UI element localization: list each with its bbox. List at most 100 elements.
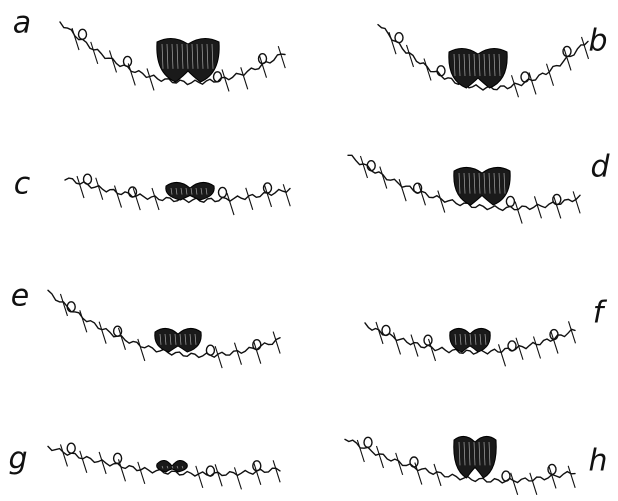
tick	[572, 191, 581, 214]
hatch	[483, 53, 486, 77]
tick	[567, 465, 576, 488]
tick	[414, 462, 423, 485]
tick	[375, 321, 384, 345]
hatch	[498, 172, 501, 194]
hatch	[184, 333, 187, 345]
loop	[412, 182, 423, 194]
tick	[233, 467, 242, 490]
tick	[233, 342, 242, 365]
loop	[66, 301, 76, 313]
hatch	[483, 441, 486, 466]
hatch	[478, 172, 481, 194]
hatch	[180, 187, 183, 195]
specimen-body	[453, 167, 511, 206]
tick	[510, 472, 519, 495]
loop	[505, 195, 516, 208]
loop	[127, 186, 138, 198]
panel-label: a	[13, 6, 31, 41]
hatch	[458, 53, 461, 77]
hatch	[454, 333, 457, 345]
hatch	[185, 187, 188, 195]
loop	[549, 328, 559, 341]
hatch	[493, 53, 496, 77]
tick	[240, 67, 249, 90]
tick	[379, 166, 388, 189]
loop	[112, 325, 123, 337]
hatch	[493, 172, 496, 194]
panel-label: b	[588, 24, 607, 59]
loop	[122, 55, 133, 68]
loop	[501, 470, 511, 482]
tick	[510, 75, 520, 98]
tick	[567, 321, 577, 344]
loop	[252, 338, 262, 351]
hatch	[176, 465, 179, 469]
hatch	[458, 172, 461, 194]
specimen-curve	[347, 154, 581, 212]
loop	[552, 193, 562, 206]
loop	[262, 182, 273, 194]
tick	[258, 55, 268, 78]
tick	[272, 331, 281, 354]
tick	[427, 338, 437, 362]
hatch	[174, 333, 177, 345]
loop	[562, 45, 572, 58]
hatch	[164, 333, 167, 345]
hatch	[190, 187, 193, 195]
tick	[79, 310, 88, 333]
hatch	[473, 172, 476, 194]
tick	[59, 444, 68, 467]
loop	[409, 456, 419, 468]
tick	[392, 332, 402, 355]
loop	[363, 436, 373, 449]
tick	[98, 321, 107, 344]
tick	[356, 439, 365, 463]
hatch	[200, 187, 203, 195]
loop	[394, 31, 404, 44]
hatch	[211, 43, 214, 69]
tick	[282, 184, 291, 207]
hatch	[159, 333, 162, 345]
loop	[381, 324, 391, 337]
panel-label: d	[590, 150, 610, 185]
tick	[417, 183, 426, 206]
tick	[529, 472, 538, 495]
hatch	[488, 441, 491, 466]
hatch	[171, 465, 174, 469]
tick	[423, 58, 432, 81]
hatch	[189, 333, 192, 345]
hatch	[503, 172, 506, 194]
hatch	[483, 172, 486, 194]
loop	[217, 186, 228, 199]
tick	[59, 293, 68, 317]
specimen-curve	[344, 438, 576, 484]
hatch	[463, 441, 466, 466]
tick	[127, 63, 136, 86]
loop	[82, 173, 93, 185]
hatch	[205, 187, 208, 195]
hatch	[201, 43, 204, 69]
hatch	[468, 441, 471, 466]
tick	[108, 50, 118, 73]
tick	[214, 345, 223, 369]
hatch	[176, 43, 179, 69]
hatch	[473, 441, 476, 466]
loop	[205, 465, 216, 477]
panel-label: g	[8, 442, 27, 477]
tick	[375, 445, 385, 469]
specimen-curve	[377, 23, 589, 91]
tick	[214, 464, 223, 487]
hatch	[171, 43, 174, 69]
loop	[436, 65, 446, 77]
loop	[77, 28, 88, 41]
hatch	[459, 333, 462, 345]
tick	[146, 68, 155, 91]
tick	[277, 45, 286, 69]
hatch	[463, 53, 466, 77]
tick	[553, 196, 562, 219]
hatch	[458, 441, 461, 466]
hatch	[196, 43, 199, 69]
tick	[117, 459, 126, 482]
tick	[117, 327, 126, 350]
